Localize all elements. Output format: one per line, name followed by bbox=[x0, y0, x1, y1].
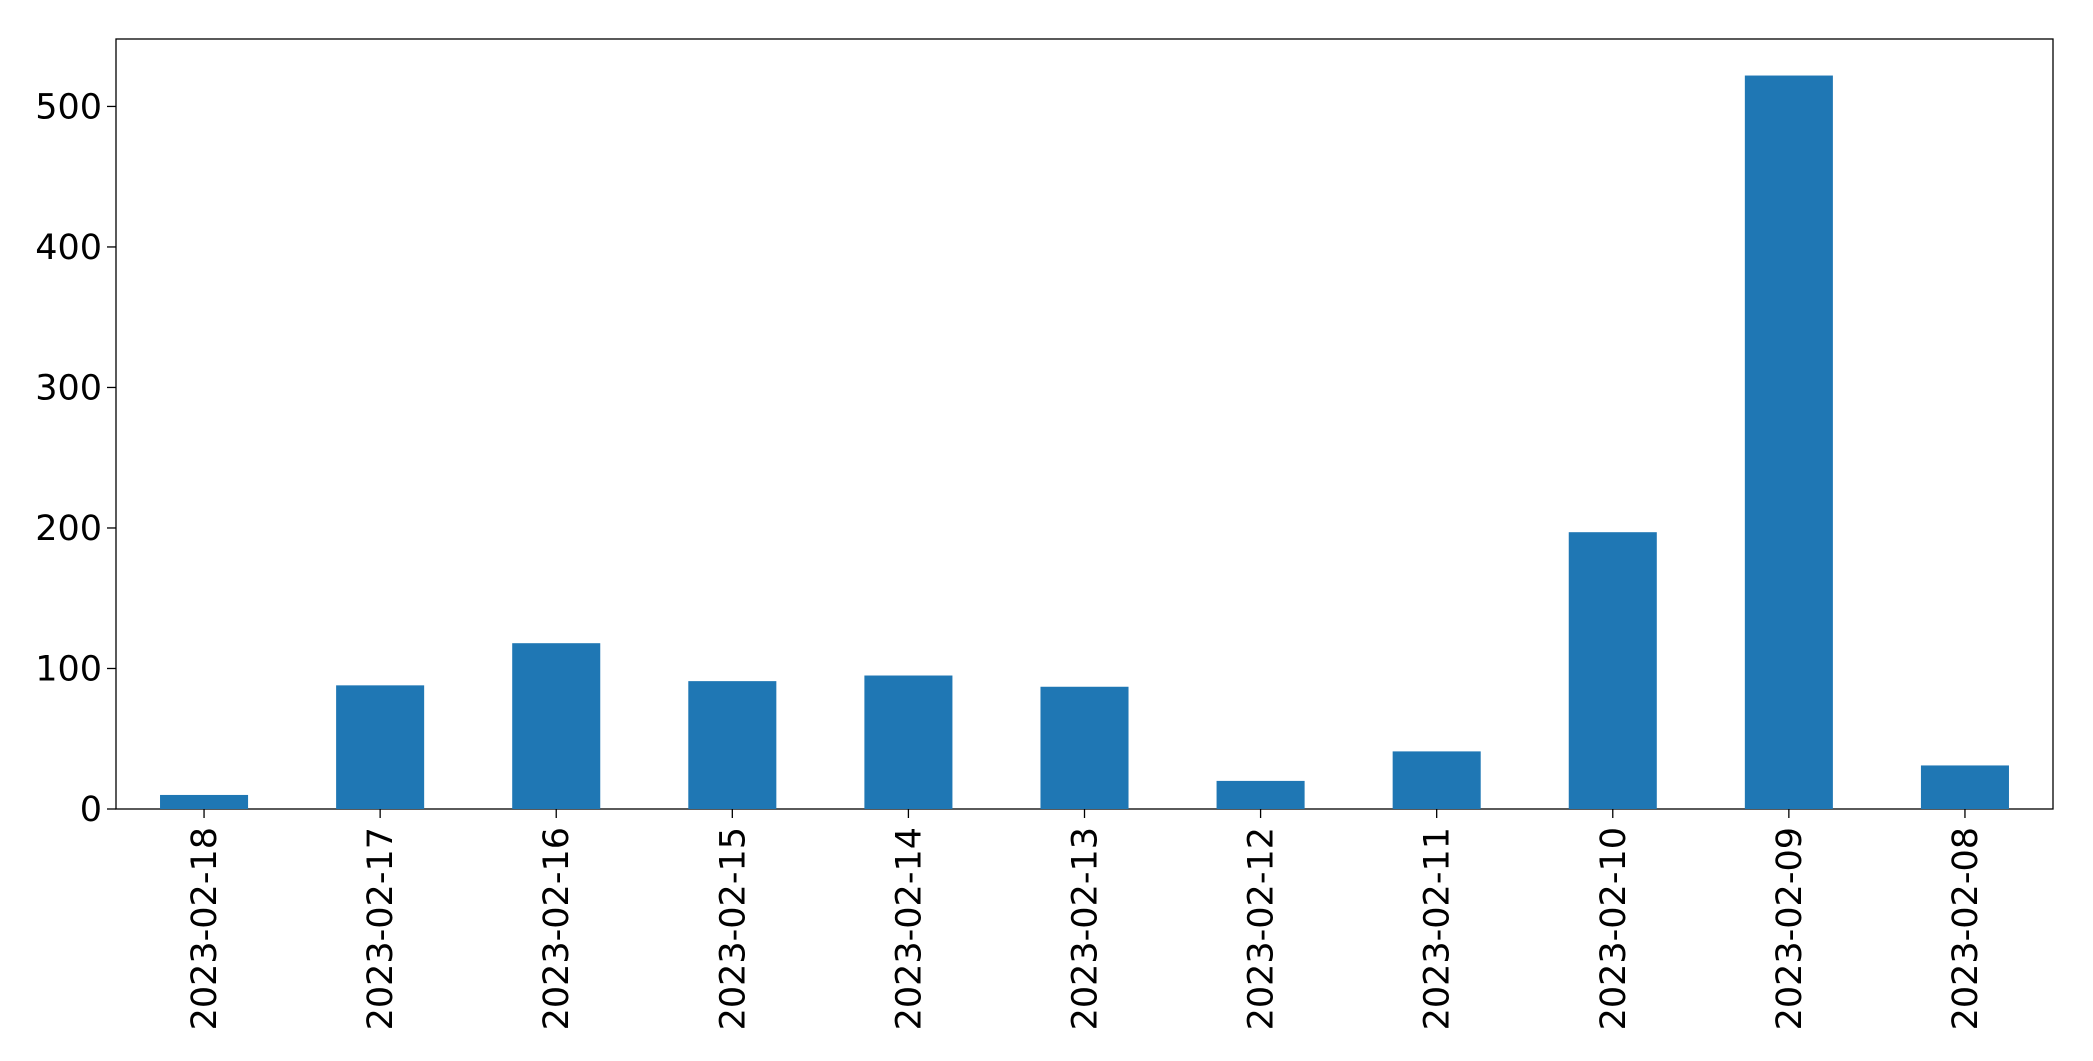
x-tick-label: 2023-02-12 bbox=[1242, 827, 1282, 1030]
x-tick-label: 2023-02-16 bbox=[537, 827, 577, 1030]
x-tick-label: 2023-02-13 bbox=[1066, 827, 1106, 1030]
bar bbox=[1040, 686, 1129, 809]
bar bbox=[336, 685, 425, 809]
x-tick-label: 2023-02-18 bbox=[185, 827, 225, 1030]
x-tick-label: 2023-02-15 bbox=[713, 827, 753, 1030]
x-tick-label: 2023-02-14 bbox=[889, 827, 929, 1030]
bar bbox=[512, 643, 601, 809]
y-tick-label: 100 bbox=[35, 649, 102, 689]
bar bbox=[1568, 532, 1657, 809]
bar bbox=[1920, 765, 2009, 809]
x-tick-label: 2023-02-17 bbox=[361, 827, 401, 1030]
bar bbox=[864, 675, 953, 809]
bar bbox=[1216, 780, 1305, 809]
y-tick-label: 0 bbox=[80, 790, 102, 830]
x-tick-label: 2023-02-10 bbox=[1594, 827, 1634, 1030]
y-tick-label: 200 bbox=[35, 509, 102, 549]
y-tick-label: 300 bbox=[35, 368, 102, 408]
bar bbox=[1392, 751, 1481, 809]
x-tick-label: 2023-02-08 bbox=[1946, 827, 1986, 1030]
bar bbox=[160, 794, 249, 809]
x-tick-label: 2023-02-09 bbox=[1770, 827, 1810, 1030]
bar bbox=[1744, 75, 1833, 810]
bar bbox=[688, 681, 777, 809]
y-tick-label: 400 bbox=[35, 228, 102, 268]
x-tick-label: 2023-02-11 bbox=[1418, 827, 1458, 1030]
y-tick-label: 500 bbox=[35, 87, 102, 127]
